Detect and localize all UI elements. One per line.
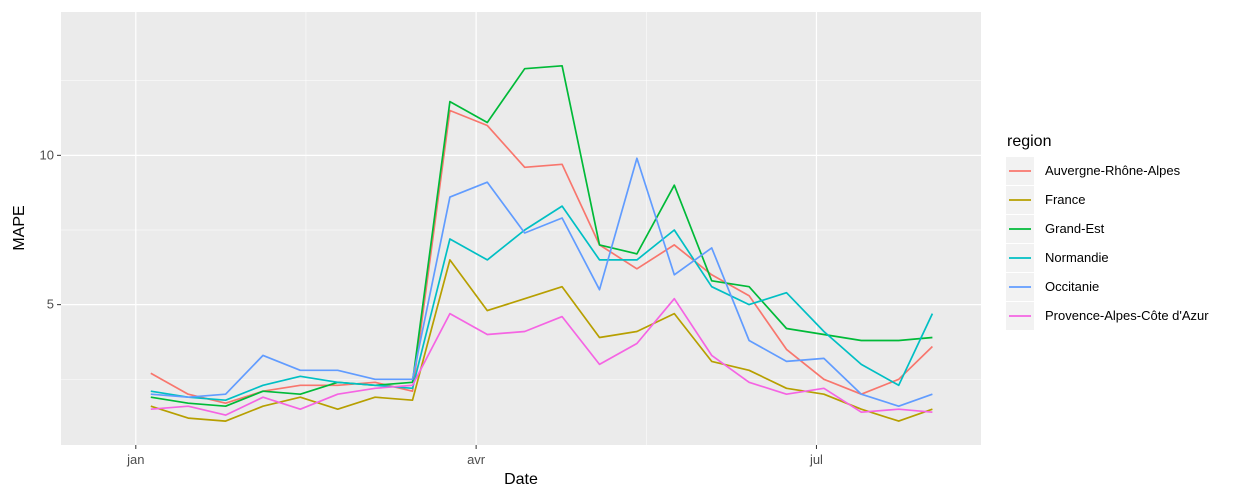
y-axis-title: MAPE xyxy=(11,205,28,250)
series-lines xyxy=(150,64,934,422)
legend-label: Normandie xyxy=(1045,250,1109,265)
x-axis-title: Date xyxy=(504,471,538,488)
legend-item: Provence-Alpes-Côte d'Azur xyxy=(1006,302,1209,330)
y-tick-label: 5 xyxy=(47,297,54,312)
series-line xyxy=(150,157,933,408)
legend-label: Auvergne-Rhône-Alpes xyxy=(1045,163,1181,178)
x-axis: jan avr jul xyxy=(126,445,823,467)
legend-label: Grand-Est xyxy=(1045,221,1105,236)
series-line xyxy=(150,205,934,402)
legend-item: Normandie xyxy=(1006,244,1109,272)
series-line xyxy=(150,64,933,408)
x-tick-label: avr xyxy=(467,452,486,467)
legend-item: Grand-Est xyxy=(1006,215,1105,243)
legend-label: Provence-Alpes-Côte d'Azur xyxy=(1045,308,1209,323)
legend-items: Auvergne-Rhône-Alpes France Grand-Est Norma… xyxy=(1006,157,1209,330)
legend-label: France xyxy=(1045,192,1085,207)
legend-item: Auvergne-Rhône-Alpes xyxy=(1006,157,1181,185)
y-axis: 5 10 xyxy=(40,147,61,312)
legend-item: France xyxy=(1006,186,1085,214)
minor-gridlines xyxy=(61,12,981,445)
legend: region Auvergne-Rhône-Alpes France Grand-E… xyxy=(1006,133,1209,330)
series-line xyxy=(150,297,933,416)
series-line xyxy=(150,109,933,405)
legend-item: Occitanie xyxy=(1006,273,1099,301)
y-tick-label: 10 xyxy=(40,147,54,162)
legend-title: region xyxy=(1007,133,1051,150)
legend-label: Occitanie xyxy=(1045,279,1099,294)
x-tick-label: jul xyxy=(809,452,823,467)
x-tick-label: jan xyxy=(126,452,144,467)
